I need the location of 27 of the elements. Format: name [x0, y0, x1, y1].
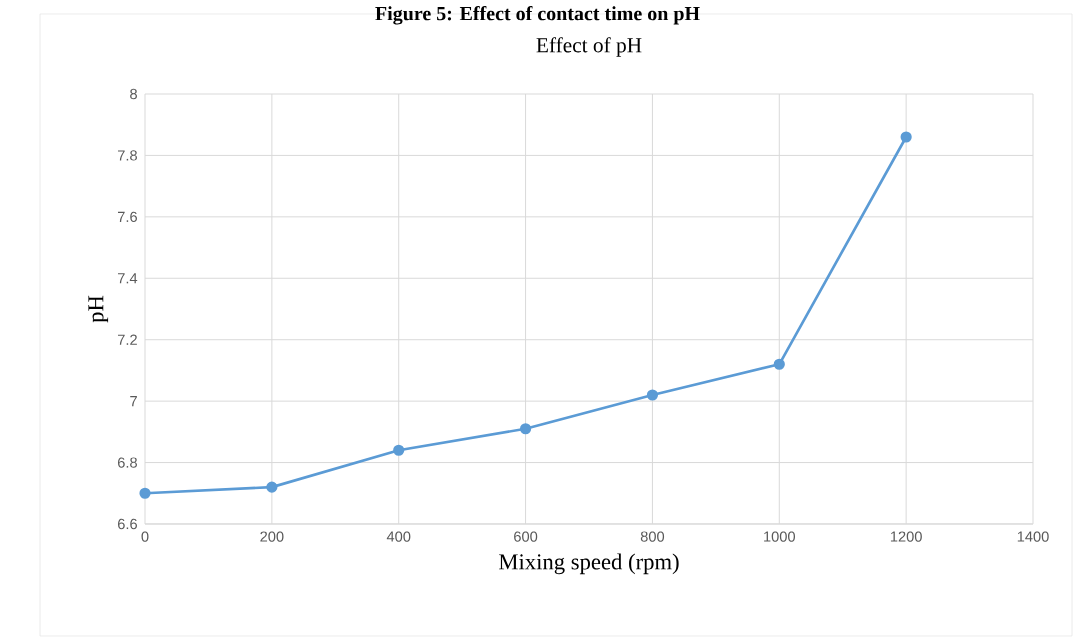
point: [266, 481, 278, 493]
y-tick-label: 7.6: [117, 211, 137, 223]
point: [139, 487, 151, 499]
x-tick-label: 1200: [890, 531, 922, 542]
point: [646, 389, 659, 401]
point: [393, 444, 405, 456]
x-tick-label: 200: [260, 531, 284, 542]
x-tick-label: 0: [141, 531, 149, 542]
x-tick-label: 1400: [1017, 531, 1049, 542]
y-axis-title: pH: [88, 295, 109, 323]
point: [900, 131, 912, 143]
x-tick-label: 1000: [764, 531, 796, 542]
y-tick-label: 7.4: [117, 273, 138, 284]
y-tick-label: 8: [130, 88, 137, 100]
x-tick-label: 800: [640, 531, 665, 542]
y-tick-label: 6.8: [117, 457, 137, 468]
caption: Figure 5: Effect of contact time on pH: [375, 6, 700, 25]
x-tick-label: 600: [514, 531, 538, 542]
x-axis-title: Mixing speed (rpm): [499, 553, 679, 575]
y-tick-label: 6.6: [117, 518, 137, 530]
point: [519, 423, 532, 435]
point: [773, 358, 785, 370]
x-tick-label: 400: [386, 531, 411, 542]
y-tick-label: 7.2: [117, 334, 137, 345]
y-tick-label: 7.8: [117, 150, 137, 161]
y-tick-label: 7: [130, 396, 137, 407]
chart-title: Effect of pH: [536, 37, 642, 57]
